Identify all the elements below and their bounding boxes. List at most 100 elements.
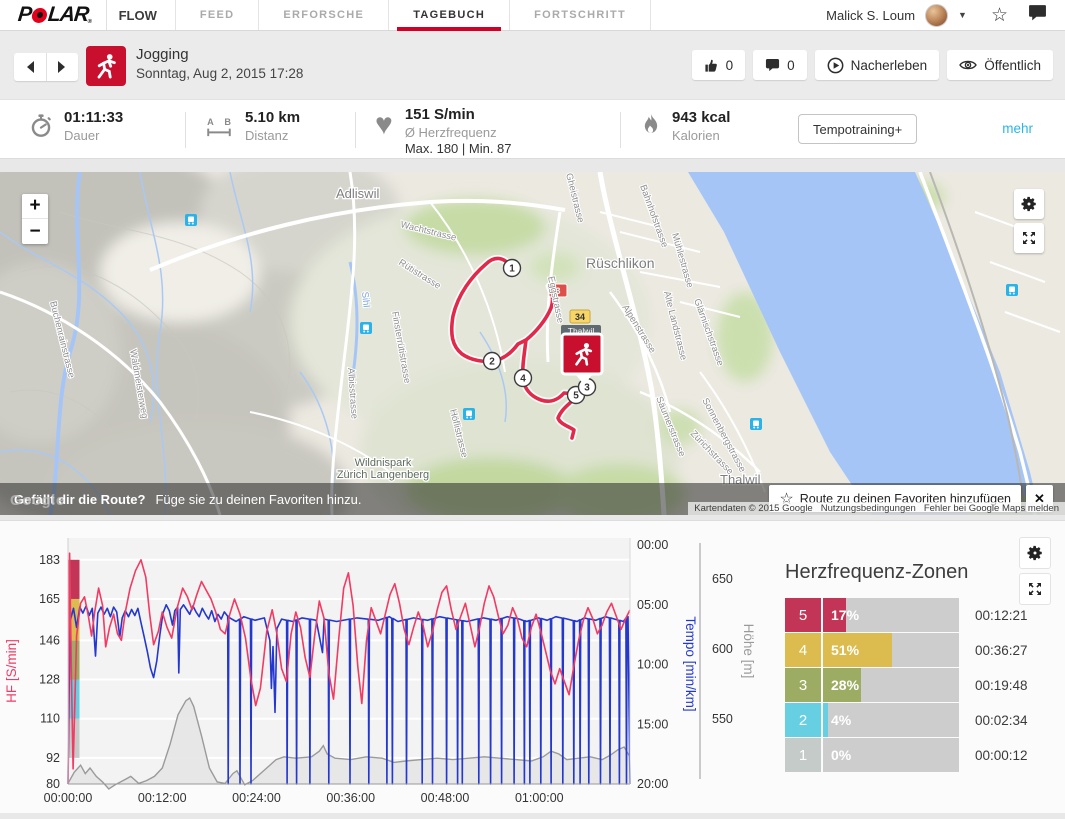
svg-text:34: 34 <box>575 312 585 322</box>
transit-icons <box>185 214 1018 430</box>
map-controls <box>1014 189 1044 253</box>
zoom-in-button[interactable]: + <box>22 194 48 219</box>
svg-text:15:00: 15:00 <box>637 717 668 731</box>
svg-text:00:12:00: 00:12:00 <box>138 791 187 805</box>
svg-text:165: 165 <box>39 592 60 606</box>
polar-logo-o <box>31 7 48 23</box>
activity-actions: 0 0 Nacherleben Öffentlich <box>691 50 1053 80</box>
nav-item-tagebuch[interactable]: TAGEBUCH <box>389 0 511 31</box>
zone-bar: 0% <box>823 738 959 772</box>
zone-percent: 17% <box>831 607 860 623</box>
nav-item-erforsche[interactable]: ERFORSCHE <box>259 0 390 30</box>
activity-title: Jogging <box>136 46 189 63</box>
report-link[interactable]: Fehler bei Google Maps melden <box>923 503 1059 514</box>
hr-zone-row: 2 4% 00:02:34 <box>785 703 1051 737</box>
flame-icon <box>642 114 660 137</box>
more-link[interactable]: mehr <box>1002 121 1033 136</box>
zone-time: 00:12:21 <box>975 607 1028 623</box>
zone-number: 2 <box>785 703 821 737</box>
sihl-river <box>48 172 82 515</box>
tempo-axis-label: Tempo [min/km] <box>683 616 698 711</box>
sport-icon-jogging <box>86 46 126 86</box>
road-shields: 3 34 Thalwil <box>548 283 601 337</box>
prev-activity-button[interactable] <box>14 53 47 81</box>
svg-text:92: 92 <box>46 751 60 765</box>
svg-text:4: 4 <box>520 374 526 385</box>
map-canvas: 3 34 Thalwil 1 2 4 5 3 <box>0 172 1065 515</box>
comment-button[interactable]: 0 <box>753 50 807 80</box>
chart-settings-button[interactable] <box>1019 537 1051 569</box>
favorites-star-icon[interactable]: ☆ <box>990 4 1008 26</box>
user-name[interactable]: Malick S. Loum <box>826 7 916 23</box>
zone-bar-fill <box>823 598 847 632</box>
contour-lines <box>9 211 291 473</box>
hr-zone-row: 5 17% 00:12:21 <box>785 598 1051 632</box>
polar-logo[interactable]: P LAR ® <box>0 0 107 30</box>
chart-fullscreen-button[interactable] <box>1019 573 1051 605</box>
heart-rate-line <box>67 552 631 785</box>
zone-time: 00:36:27 <box>975 642 1028 658</box>
svg-text:Zürich Langenberg: Zürich Langenberg <box>337 469 429 481</box>
zone-percent: 4% <box>831 712 852 728</box>
svg-text:00:00:00: 00:00:00 <box>44 791 93 805</box>
zone-number: 5 <box>785 598 821 632</box>
user-menu-caret-icon[interactable]: ▼ <box>958 10 967 20</box>
next-activity-button[interactable] <box>47 53 79 81</box>
activity-datetime: Sonntag, Aug 2, 2015 17:28 <box>136 66 304 81</box>
training-benefit-button[interactable]: Tempotraining+ <box>798 114 918 144</box>
like-button[interactable]: 0 <box>691 50 746 80</box>
svg-text:183: 183 <box>39 553 60 567</box>
zone-bar: 28% <box>823 668 959 702</box>
activity-header: Jogging Sonntag, Aug 2, 2015 17:28 0 0 N… <box>0 31 1065 99</box>
nav-item-fortschritt[interactable]: FORTSCHRITT <box>510 0 652 30</box>
nav-item-feed[interactable]: FEED <box>174 0 260 30</box>
flow-product-label: FLOW <box>118 7 157 23</box>
svg-text:2: 2 <box>489 357 495 368</box>
zone-number: 4 <box>785 633 821 667</box>
map-fullscreen-button[interactable] <box>1014 223 1044 253</box>
user-avatar[interactable] <box>925 3 949 27</box>
hr-zone-row: 3 28% 00:19:48 <box>785 668 1051 702</box>
terms-link[interactable]: Nutzungsbedingungen <box>820 503 916 514</box>
hr-zone-row: 4 51% 00:36:27 <box>785 633 1051 667</box>
svg-text:600: 600 <box>712 642 733 656</box>
zone-number: 1 <box>785 738 821 772</box>
zoom-out-button[interactable]: − <box>29 220 41 242</box>
svg-text:1: 1 <box>509 264 515 275</box>
route-map[interactable]: 3 34 Thalwil 1 2 4 5 3 <box>0 172 1065 515</box>
railway <box>929 172 1026 515</box>
hr-zone-row: 1 0% 00:00:12 <box>785 738 1051 772</box>
svg-text:Wildnispark: Wildnispark <box>355 457 412 469</box>
svg-text:Adliswil: Adliswil <box>336 186 379 201</box>
divider <box>620 112 621 148</box>
zone-bar-fill <box>823 668 862 702</box>
stat-heartrate: ♥ 151 S/min Ø Herzfrequenz Max. 180 | Min.… <box>375 106 512 157</box>
heart-icon: ♥ <box>375 108 393 141</box>
svg-text:3: 3 <box>584 383 590 394</box>
stat-duration: 01:11:33 Dauer <box>30 108 123 144</box>
svg-text:05:00: 05:00 <box>637 598 668 612</box>
relive-button[interactable]: Nacherleben <box>814 50 940 80</box>
zone-time: 00:02:34 <box>975 712 1028 728</box>
svg-text:00:48:00: 00:48:00 <box>421 791 470 805</box>
svg-text:80: 80 <box>46 777 60 791</box>
top-navigation: P LAR ® FLOW FEED ERFORSCHE TAGEBUCH FORTS… <box>0 0 1065 31</box>
km-markers: 1 2 4 5 3 <box>482 258 597 405</box>
map-settings-button[interactable] <box>1014 189 1044 219</box>
zone-number: 3 <box>785 668 821 702</box>
svg-text:110: 110 <box>40 712 60 726</box>
zone-percent: 0% <box>831 747 852 763</box>
main-menu: FEED ERFORSCHE TAGEBUCH FORTSCHRITT <box>174 0 652 31</box>
chat-icon[interactable] <box>1028 4 1047 26</box>
zone-bar-fill <box>823 633 893 667</box>
svg-text:128: 128 <box>39 673 60 687</box>
svg-text:5: 5 <box>573 391 579 402</box>
stat-calories: 943 kcal Kalorien <box>642 108 730 144</box>
zone-time: 00:00:12 <box>975 747 1028 763</box>
training-chart: 80 92 110 128 146 165 183 00:00 05:00 10:00 15:00 2… <box>4 538 756 805</box>
svg-text:01:00:00: 01:00:00 <box>515 791 564 805</box>
visibility-button[interactable]: Öffentlich <box>947 50 1053 80</box>
stat-distance: 5.10 km Distanz <box>205 108 300 144</box>
svg-text:Albisstrasse: Albisstrasse <box>345 367 360 419</box>
